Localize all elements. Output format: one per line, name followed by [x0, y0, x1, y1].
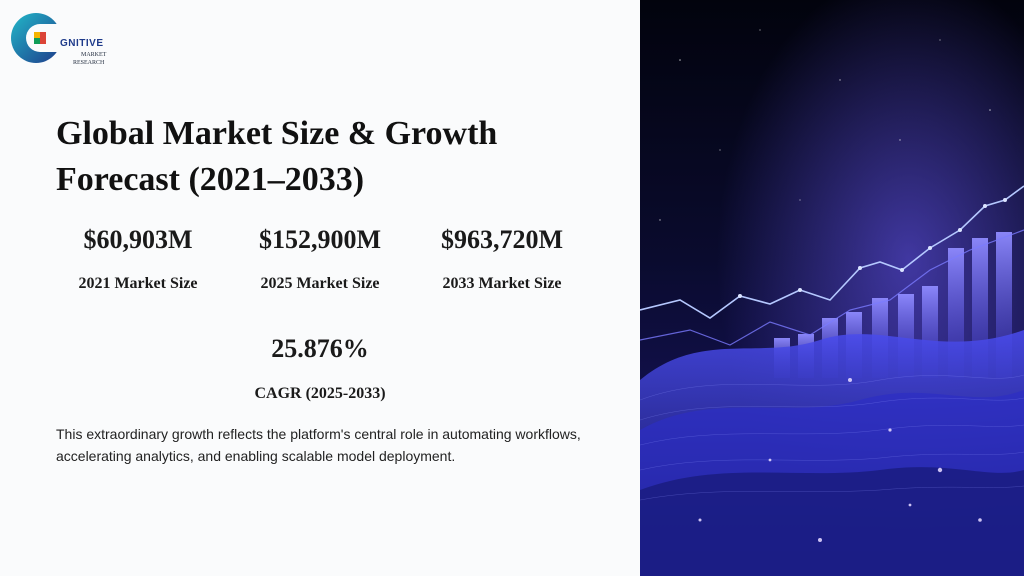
- logo-mark-icon: [11, 13, 66, 63]
- stat-2025-value: $152,900M: [258, 225, 382, 254]
- stat-2033-label: 2033 Market Size: [442, 275, 562, 292]
- stat-2025-label: 2025 Market Size: [260, 275, 380, 292]
- description-text: This extraordinary growth reflects the p…: [56, 426, 581, 464]
- logo-subtext-1: MARKET: [81, 52, 107, 58]
- cagr-label: CAGR (2025-2033): [254, 385, 386, 402]
- data-landscape-illustration-icon: [640, 0, 1024, 576]
- stat-2033-value: $963,720M: [440, 225, 564, 254]
- content-panel: GNITIVE MARKET RESEARCH Global Market Si…: [10, 8, 581, 464]
- page-title: Global Market Size & Growth Forecast (20…: [56, 115, 498, 198]
- logo-wordmark: GNITIVE: [60, 38, 104, 49]
- stat-2021-label: 2021 Market Size: [78, 275, 198, 292]
- logo-subtext-2: RESEARCH: [73, 60, 105, 66]
- cagr-value: 25.876%: [271, 334, 369, 363]
- company-logo: GNITIVE MARKET RESEARCH: [10, 8, 120, 68]
- stat-2021-value: $60,903M: [83, 225, 193, 254]
- hero-image: [640, 0, 1024, 576]
